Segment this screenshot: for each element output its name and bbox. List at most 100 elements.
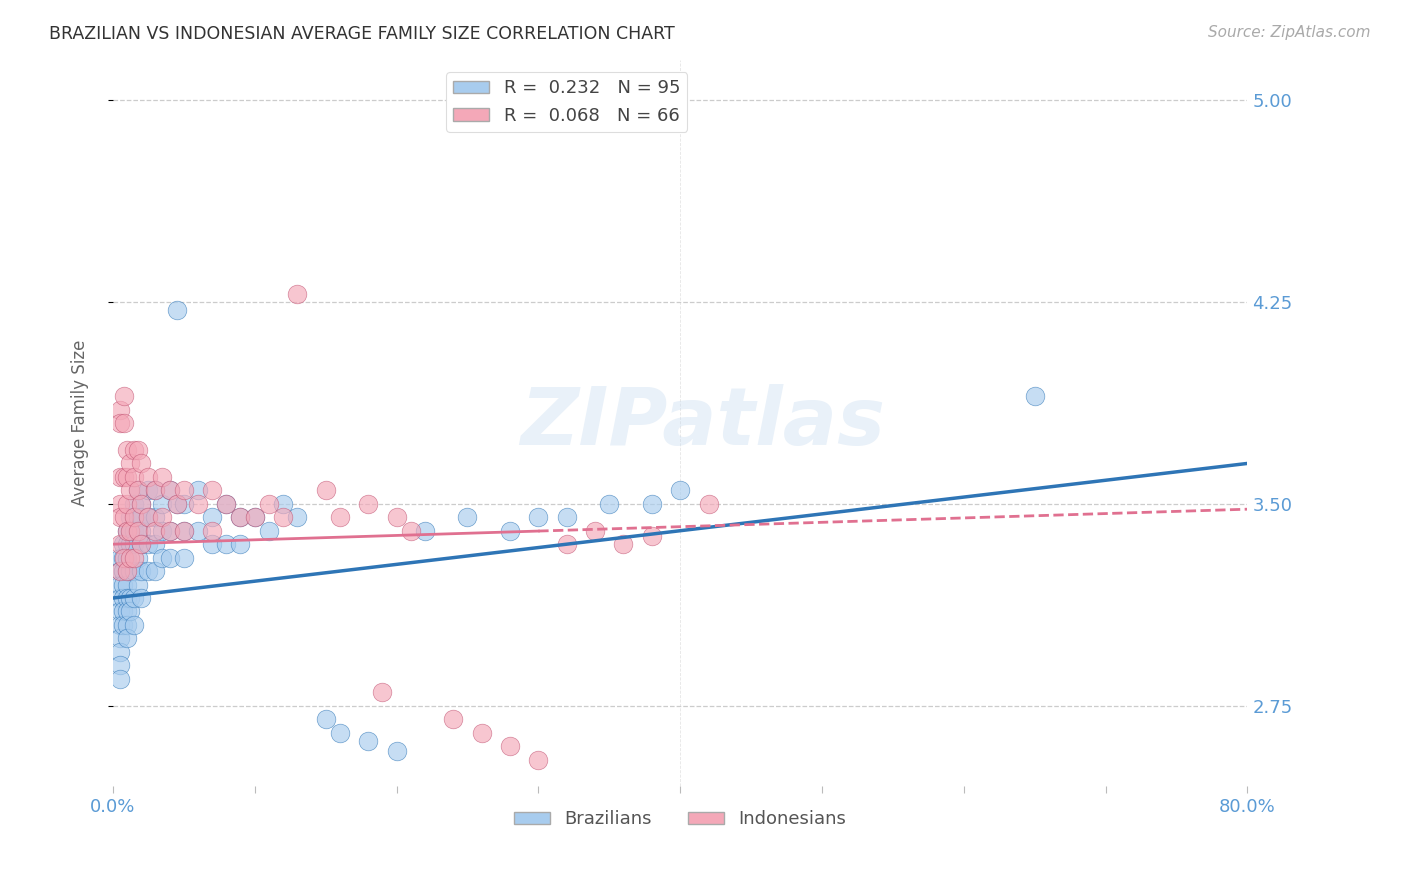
Point [108,618,131,632]
Point [136,564,159,578]
Point [127,577,149,591]
Point [108,402,131,417]
Point [111,618,134,632]
Point [118,550,141,565]
Point [229,537,252,551]
Point [122,442,145,457]
Point [115,537,138,551]
Point [173,524,195,538]
Point [201,510,224,524]
Point [187,524,209,538]
Point [257,524,280,538]
Point [385,744,408,758]
Point [152,510,174,524]
Point [122,510,145,524]
Point [115,564,138,578]
Point [118,524,141,538]
Point [136,510,159,524]
Text: Source: ZipAtlas.com: Source: ZipAtlas.com [1208,25,1371,40]
Point [127,550,149,565]
Point [129,524,152,538]
Point [371,685,394,699]
Point [499,524,522,538]
Point [166,302,188,317]
Point [159,524,181,538]
Point [243,510,266,524]
Point [555,537,578,551]
Point [243,510,266,524]
Point [598,497,620,511]
Point [122,524,145,538]
Point [108,672,131,686]
Point [145,483,167,498]
Point [152,550,174,565]
Point [229,510,252,524]
Point [111,591,134,605]
Point [641,497,664,511]
Point [127,524,149,538]
Point [108,510,131,524]
Point [129,497,152,511]
Point [111,550,134,565]
Point [136,537,159,551]
Point [499,739,522,753]
Point [115,564,138,578]
Point [112,389,135,403]
Point [108,470,131,484]
Point [115,550,138,565]
Point [201,483,224,498]
Point [257,497,280,511]
Point [173,550,195,565]
Point [111,605,134,619]
Point [145,510,167,524]
Point [159,483,181,498]
Point [112,470,135,484]
Point [229,510,252,524]
Point [285,286,308,301]
Point [122,591,145,605]
Point [111,537,134,551]
Point [697,497,720,511]
Point [271,510,294,524]
Point [612,537,634,551]
Point [115,591,138,605]
Point [145,524,167,538]
Point [166,497,188,511]
Point [127,483,149,498]
Point [441,712,464,726]
Point [115,577,138,591]
Point [187,483,209,498]
Point [129,457,152,471]
Point [315,483,337,498]
Point [118,457,141,471]
Point [118,510,141,524]
Point [108,591,131,605]
Point [129,537,152,551]
Point [112,510,135,524]
Point [329,510,352,524]
Point [159,483,181,498]
Point [129,537,152,551]
Point [108,537,131,551]
Point [122,564,145,578]
Point [111,564,134,578]
Point [315,712,337,726]
Point [115,442,138,457]
Point [145,564,167,578]
Point [129,510,152,524]
Point [583,524,606,538]
Point [108,497,131,511]
Point [108,645,131,659]
Point [108,632,131,646]
Point [129,591,152,605]
Point [112,550,135,565]
Point [129,497,152,511]
Point [108,605,131,619]
Point [456,510,478,524]
Point [118,564,141,578]
Point [136,470,159,484]
Point [166,497,188,511]
Point [108,658,131,673]
Point [118,524,141,538]
Point [127,524,149,538]
